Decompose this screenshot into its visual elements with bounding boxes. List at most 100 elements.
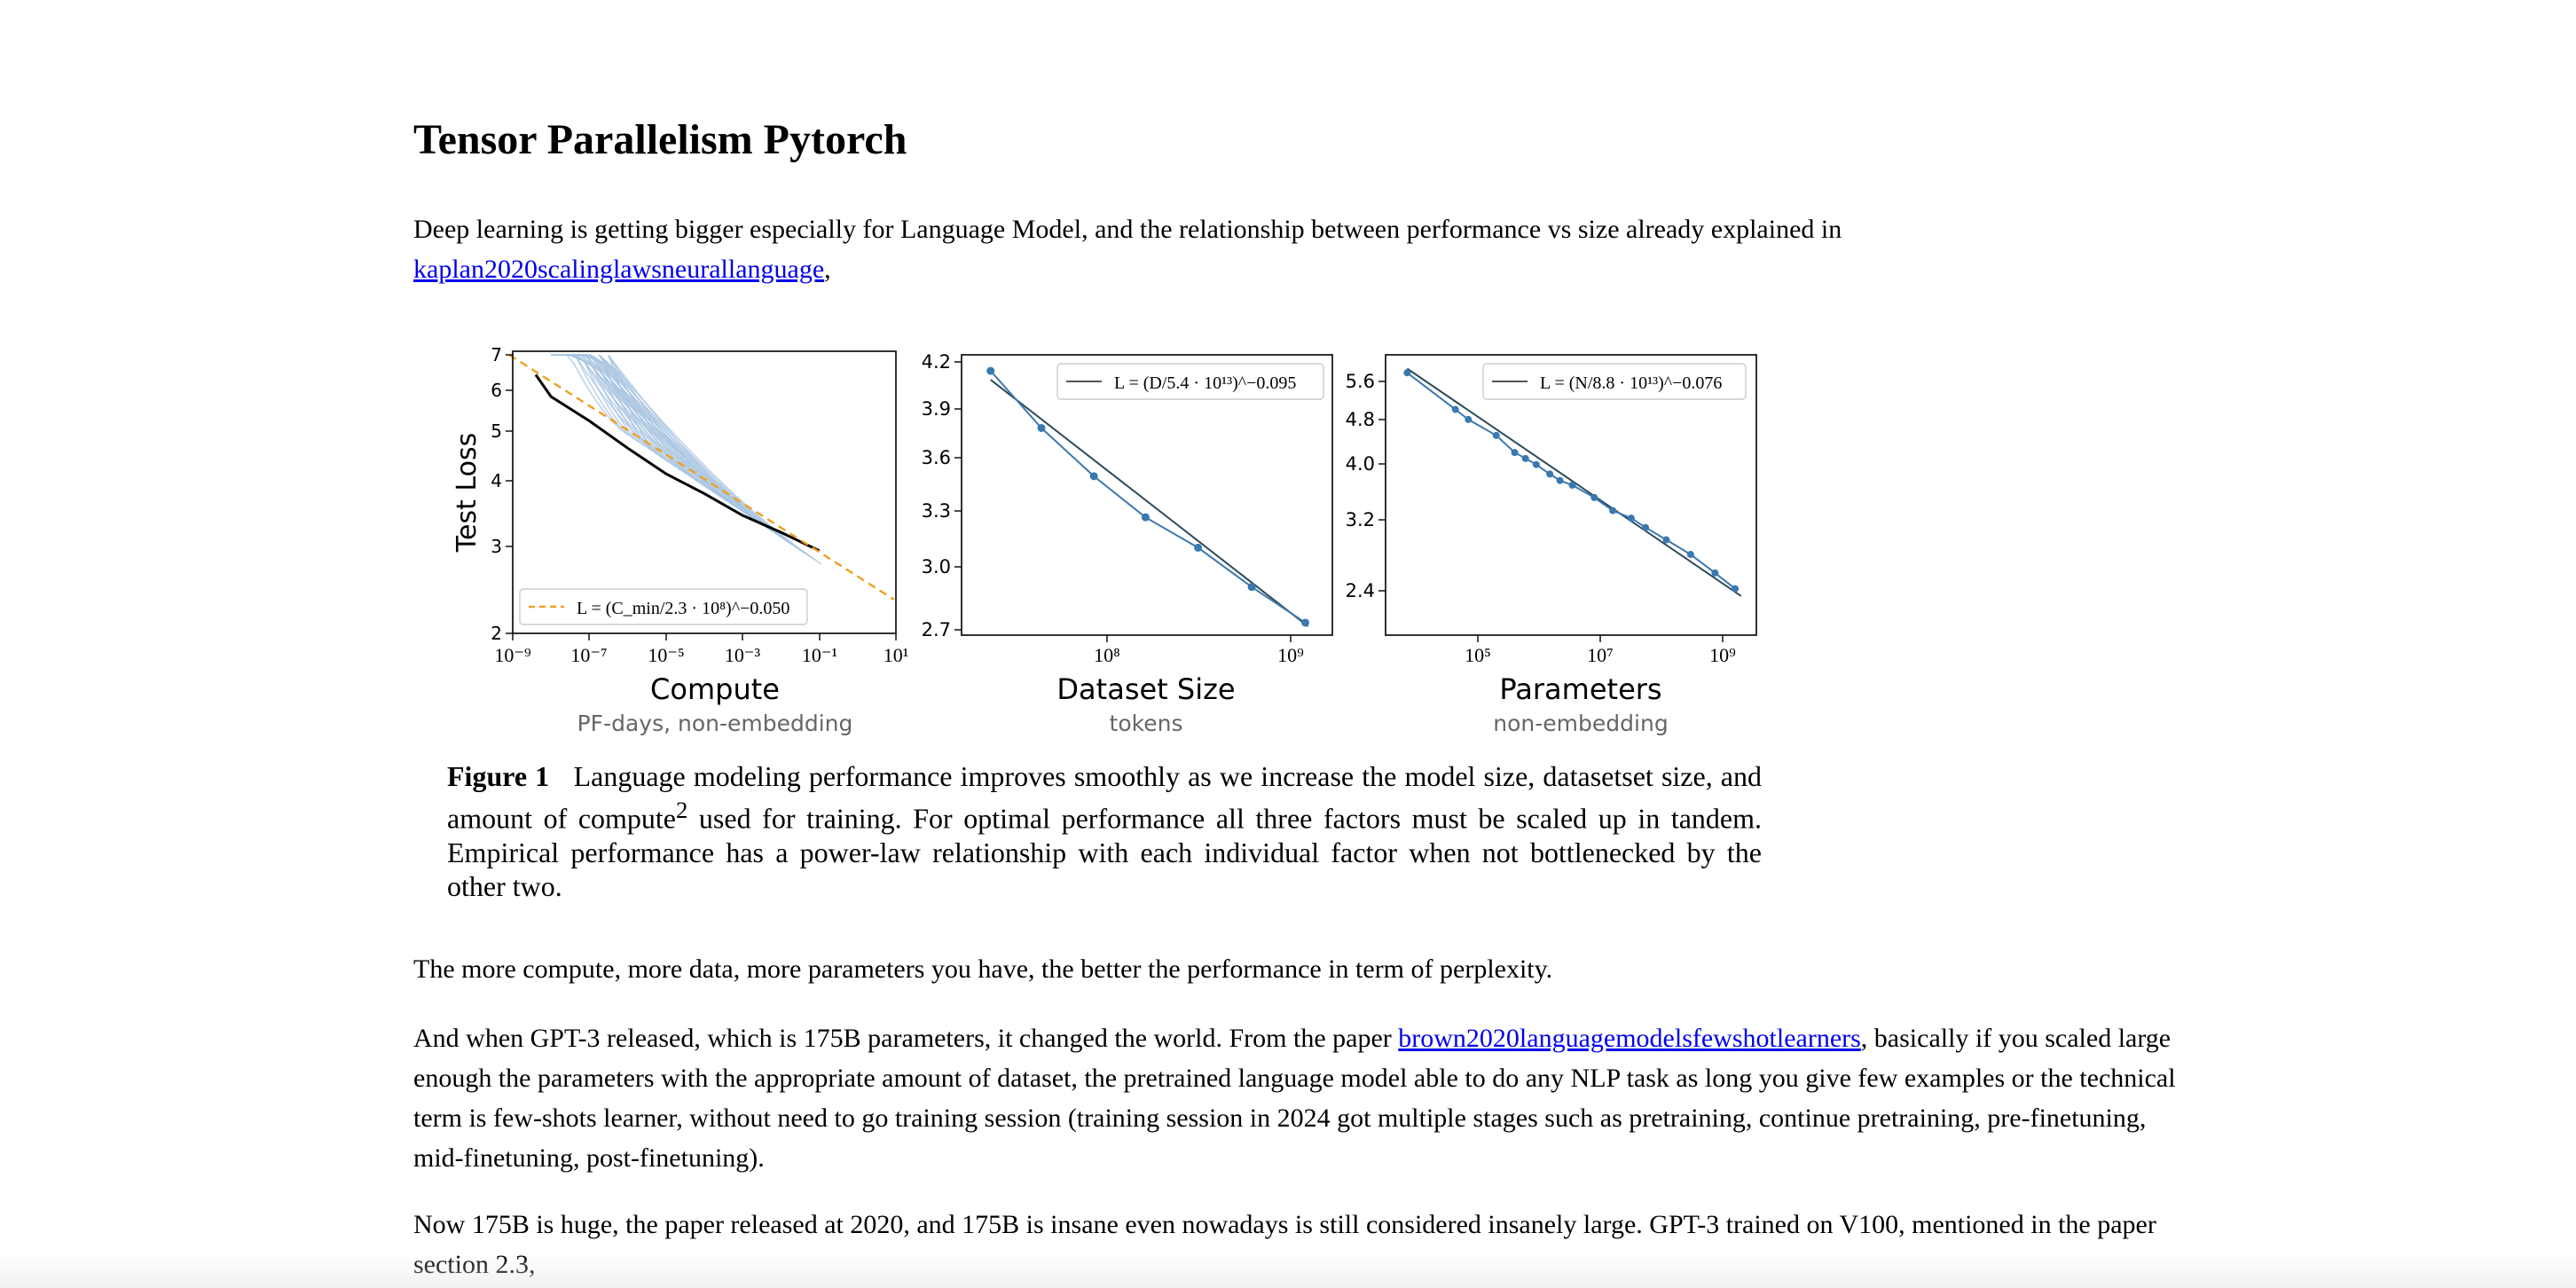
intro-text: Deep learning is getting bigger especial… [413,215,1842,244]
dataset-point [1247,583,1256,592]
dataset-point [1194,543,1203,552]
parameters-point [1492,431,1500,439]
dataset-legend: L = (D/5.4 · 10¹³)^−0.095 [1056,363,1324,400]
dataset-subtitle: tokens [1110,711,1183,736]
compute-chart: Test Loss 7 6 5 4 3 [452,344,908,736]
compute-ytick-3: 3 [491,536,502,557]
dataset-point [1089,472,1098,481]
bottom-edge-shadow [0,1253,2576,1288]
page-title: Tensor Parallelism Pytorch [413,116,907,163]
parameters-ytick-3.2: 3.2 [1346,509,1375,530]
parameters-point [1609,507,1617,514]
compute-frontier-line [534,373,821,553]
compute-xtick-1e-7: 10⁻⁷ [570,644,607,666]
compute-xtick-1e-9: 10⁻⁹ [494,644,531,666]
parameters-legend-label: L = (N/8.8 · 10¹³)^−0.076 [1540,373,1722,393]
compute-run-curve [598,354,822,565]
dataset-y-ticks: 4.2 3.9 3.6 3.3 3.0 2.7 [922,351,962,640]
dataset-point [1037,423,1046,432]
dataset-legend-label: L = (D/5.4 · 10¹³)^−0.095 [1114,373,1296,393]
parameters-y-ticks: 5.6 4.8 4.0 3.2 2.4 [1346,371,1386,601]
parameters-point [1521,454,1529,462]
compute-ytick-6: 6 [491,380,502,401]
parameters-legend: L = (N/8.8 · 10¹³)^−0.076 [1482,363,1747,400]
intro-trailing-comma: , [824,255,831,284]
gpt3-text-before: And when GPT-3 released, which is 175B p… [413,1024,1392,1053]
parameters-point [1642,523,1650,531]
brown-citation-link[interactable]: brown2020languagemodelsfewshotlearners [1398,1024,1861,1053]
parameters-ytick-4.0: 4.0 [1346,453,1375,475]
parameters-point [1627,514,1635,522]
caption-footnote: 2 [676,797,688,823]
dataset-x-ticks: 10⁸ 10⁹ [1094,635,1304,666]
compute-ytick-7: 7 [491,344,502,365]
compute-x-ticks: 10⁻⁹ 10⁻⁷ 10⁻⁵ 10⁻³ 10⁻¹ 10¹ [494,633,908,666]
dataset-fit-line [990,379,1309,627]
dataset-title: Dataset Size [1056,672,1235,706]
caption-label: Figure 1 [447,760,550,792]
parameters-point [1568,481,1576,489]
compute-y-ticks: 7 6 5 4 3 2 [491,344,513,644]
caption-text-a: Language modeling performance improves s… [447,760,1763,835]
dataset-point [1301,618,1310,627]
dataset-ytick-3.0: 3.0 [922,556,951,577]
compute-xtick-1e-3: 10⁻³ [725,644,761,666]
compute-legend-label: L = (C_min/2.3 · 10⁸)^−0.050 [577,599,789,618]
compute-title: Compute [650,672,780,706]
caption-text-b: used for training. For optimal performan… [447,802,1763,902]
compute-xtick-1e1: 10¹ [884,644,909,666]
parameters-title: Parameters [1499,672,1661,706]
gpt3-paragraph: And when GPT-3 released, which is 175B p… [413,1018,2179,1178]
dataset-ytick-4.2: 4.2 [922,351,951,373]
figure-1: Test Loss 7 6 5 4 3 [413,337,1833,914]
dataset-point [986,366,995,375]
parameters-point [1511,449,1519,457]
dataset-series-line [989,370,1307,624]
compute-training-runs [551,354,822,565]
parameters-ytick-5.6: 5.6 [1346,371,1375,392]
scaling-law-charts: Test Loss 7 6 5 4 3 [452,344,1757,736]
compute-subtitle: PF-days, non-embedding [577,711,853,736]
parameters-point [1451,405,1459,413]
kaplan-citation-link[interactable]: kaplan2020scalinglawsneurallanguage [413,255,825,284]
parameters-point [1711,569,1719,577]
parameters-xtick-1e7: 10⁷ [1587,644,1614,666]
dataset-ytick-3.3: 3.3 [922,500,951,522]
figure-caption: Figure 1 Language modeling performance i… [447,759,1762,903]
dataset-point [1141,513,1150,522]
gpt3-text-after: , basically if you scaled large enough t… [413,1024,2176,1173]
compute-fit-line [508,353,895,601]
parameters-point [1465,415,1473,423]
parameters-series-line [1406,372,1736,590]
parameters-point [1590,493,1598,501]
dataset-xtick-1e9: 10⁹ [1277,644,1304,666]
parameters-point [1556,476,1564,484]
compute-xtick-1e-5: 10⁻⁵ [648,644,684,666]
parameters-xtick-1e9: 10⁹ [1709,644,1736,666]
parameters-ytick-2.4: 2.4 [1346,580,1375,601]
compute-ylabel: Test Loss [452,433,483,553]
dataset-plot-frame [961,354,1333,636]
compute-plot-frame [512,350,897,634]
dataset-size-chart: 4.2 3.9 3.6 3.3 3.0 2.7 10⁸ 10⁹ L = (D/5 [922,351,1333,736]
parameters-point [1532,460,1540,468]
dataset-xtick-1e8: 10⁸ [1094,644,1120,666]
parameters-subtitle: non-embedding [1493,711,1668,736]
compute-paragraph: The more compute, more data, more parame… [413,954,1553,984]
parameters-points [1403,369,1740,593]
parameters-ytick-4.8: 4.8 [1346,409,1375,430]
parameters-point [1546,470,1554,478]
dataset-points [986,366,1310,627]
dataset-ytick-2.7: 2.7 [922,619,951,640]
parameters-plot-frame [1385,354,1757,636]
parameters-x-ticks: 10⁵ 10⁷ 10⁹ [1465,635,1736,666]
compute-xtick-1e-1: 10⁻¹ [802,644,837,666]
parameters-chart: 5.6 4.8 4.0 3.2 2.4 10⁵ 10⁷ 10⁹ [1346,354,1757,736]
parameters-point [1403,369,1411,377]
compute-ytick-4: 4 [491,470,502,491]
parameters-point [1662,536,1670,544]
parameters-point [1732,585,1740,593]
compute-ytick-2: 2 [491,623,502,644]
compute-legend: L = (C_min/2.3 · 10⁸)^−0.050 [519,588,808,625]
compute-ytick-5: 5 [491,420,502,442]
